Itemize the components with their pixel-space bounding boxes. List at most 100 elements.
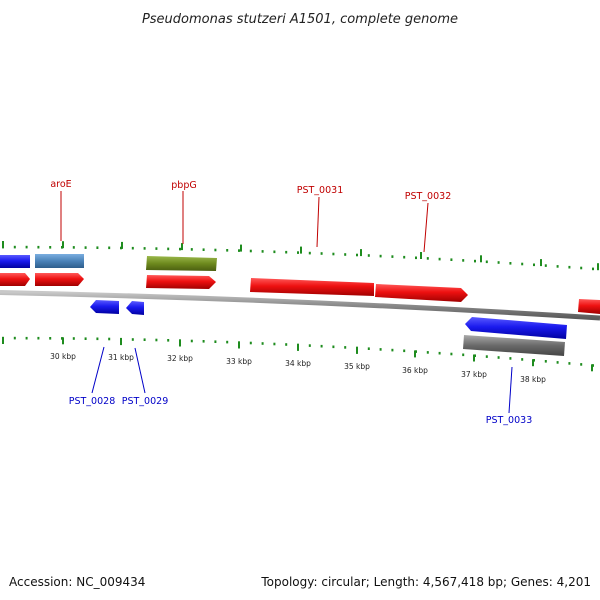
outer-ring-minor-tick — [438, 257, 441, 261]
inner-ring-minor-tick — [285, 343, 288, 346]
gene-feature-pbpG[interactable] — [146, 256, 217, 271]
outer-ring-major-tick — [597, 263, 599, 271]
gene-label-PST_0032[interactable]: PST_0032 — [405, 191, 452, 202]
inner-ring-major-tick — [2, 337, 4, 344]
outer-ring-minor-tick — [190, 248, 193, 251]
gene-label-PST_0028[interactable]: PST_0028 — [69, 396, 116, 407]
outer-ring-minor-tick — [308, 251, 311, 255]
outer-ring-minor-tick — [391, 255, 394, 258]
inner-ring-major-tick — [179, 339, 181, 347]
gene-label-PST_0031[interactable]: PST_0031 — [297, 185, 344, 196]
outer-ring-minor-tick — [143, 247, 146, 250]
outer-ring-minor-tick — [415, 256, 417, 260]
inner-ring-major-tick — [532, 359, 534, 367]
inner-ring-minor-tick — [37, 336, 40, 340]
gene-label-aroE[interactable]: aroE — [50, 179, 71, 190]
gene-label-PST_0033[interactable]: PST_0033 — [486, 415, 533, 426]
outer-ring-major-tick — [300, 246, 302, 254]
gene-feature-gray[interactable] — [463, 335, 565, 356]
outer-ring-minor-tick — [521, 262, 524, 266]
scale-label-34kbp: 34 kbp — [285, 359, 311, 368]
cds-forward-1[interactable] — [0, 273, 30, 286]
outer-ring-minor-tick — [592, 267, 594, 271]
cds-forward-2[interactable] — [35, 273, 84, 286]
inner-ring-minor-tick — [167, 339, 170, 342]
outer-ring-minor-tick — [426, 257, 429, 260]
inner-ring-minor-tick — [544, 360, 547, 363]
cds-reverse-PST_0033[interactable] — [465, 317, 567, 339]
cds-forward-3[interactable] — [146, 275, 216, 289]
scale-label-38kbp: 38 kbp — [520, 375, 546, 384]
outer-ring-minor-tick — [580, 266, 583, 270]
gene-feature-aroE[interactable] — [35, 254, 84, 268]
inner-ring-minor-tick — [344, 346, 347, 349]
outer-ring-minor-tick — [344, 253, 347, 256]
inner-ring-minor-tick — [214, 340, 217, 343]
outer-ring-minor-tick — [273, 250, 276, 254]
scale-label-31kbp: 31 kbp — [108, 353, 134, 362]
outer-ring-minor-tick — [13, 245, 16, 249]
outer-ring-minor-tick — [167, 247, 170, 251]
cds-forward-PST_0031[interactable] — [250, 278, 374, 296]
outer-ring-minor-tick — [179, 247, 181, 251]
leader-PST_0031 — [316, 196, 320, 248]
inner-ring-minor-tick — [143, 338, 146, 341]
outer-ring-minor-tick — [332, 252, 335, 256]
outer-ring-minor-tick — [155, 247, 158, 250]
inner-ring-minor-tick — [226, 340, 229, 344]
outer-ring-minor-tick — [367, 254, 370, 257]
gene-label-PST_0029[interactable]: PST_0029 — [122, 396, 169, 407]
outer-ring-minor-tick — [356, 253, 358, 257]
outer-ring-major-tick — [62, 241, 64, 249]
inner-ring-minor-tick — [450, 352, 453, 356]
outer-ring-minor-tick — [462, 259, 465, 262]
gene-label-pbpG[interactable]: pbpG — [171, 180, 196, 191]
inner-ring-minor-tick — [108, 337, 111, 341]
outer-ring-minor-tick — [96, 246, 99, 249]
outer-ring-minor-tick — [72, 246, 75, 249]
outer-ring-minor-tick — [320, 252, 323, 255]
outer-ring-minor-tick — [249, 249, 252, 253]
outer-ring-major-tick — [360, 249, 362, 257]
inner-ring-minor-tick — [426, 351, 429, 354]
outer-ring-major-tick — [480, 255, 482, 263]
inner-ring-minor-tick — [96, 337, 99, 341]
inner-ring-major-tick — [297, 343, 299, 351]
cds-forward-partial-right[interactable] — [578, 299, 600, 314]
gene-feature-blue-partial[interactable] — [0, 255, 30, 268]
accession-label: Accession: NC_009434 — [9, 575, 145, 589]
outer-ring-minor-tick — [474, 259, 476, 263]
outer-ring-minor-tick — [108, 246, 111, 250]
inner-ring-minor-tick — [379, 348, 382, 351]
inner-ring-minor-tick — [497, 356, 500, 359]
outer-ring-minor-tick — [202, 248, 205, 251]
inner-ring-minor-tick — [49, 337, 52, 340]
scale-label-33kbp: 33 kbp — [226, 357, 252, 366]
inner-ring-minor-tick — [261, 342, 264, 345]
cds-forward-PST_0032[interactable] — [375, 284, 468, 302]
outer-ring-minor-tick — [544, 264, 547, 267]
inner-ring-minor-tick — [367, 347, 370, 350]
outer-ring-minor-tick — [297, 251, 299, 254]
outer-ring-major-tick — [121, 241, 123, 249]
outer-ring-major-tick — [2, 241, 4, 248]
genome-stats-label: Topology: circular; Length: 4,567,418 bp… — [260, 575, 591, 589]
inner-ring-minor-tick — [509, 357, 512, 360]
outer-ring-minor-tick — [533, 263, 535, 267]
inner-ring-minor-tick — [568, 362, 571, 365]
inner-ring-minor-tick — [308, 344, 311, 347]
inner-ring-major-tick — [238, 341, 240, 349]
leader-PST_0032 — [423, 202, 429, 253]
cds-reverse-PST_0029[interactable] — [126, 301, 144, 315]
map-title: Pseudomonas stutzeri A1501, complete gen… — [142, 12, 458, 27]
outer-ring-minor-tick — [568, 265, 571, 269]
cds-reverse-PST_0028[interactable] — [90, 300, 119, 314]
inner-ring-minor-tick — [580, 363, 583, 366]
outer-ring-major-tick — [240, 244, 242, 252]
outer-ring-major-tick — [540, 259, 542, 267]
outer-ring-minor-tick — [497, 261, 500, 264]
inner-ring-minor-tick — [25, 336, 28, 340]
inner-ring-minor-tick — [332, 345, 335, 349]
outer-ring-minor-tick — [509, 262, 512, 265]
